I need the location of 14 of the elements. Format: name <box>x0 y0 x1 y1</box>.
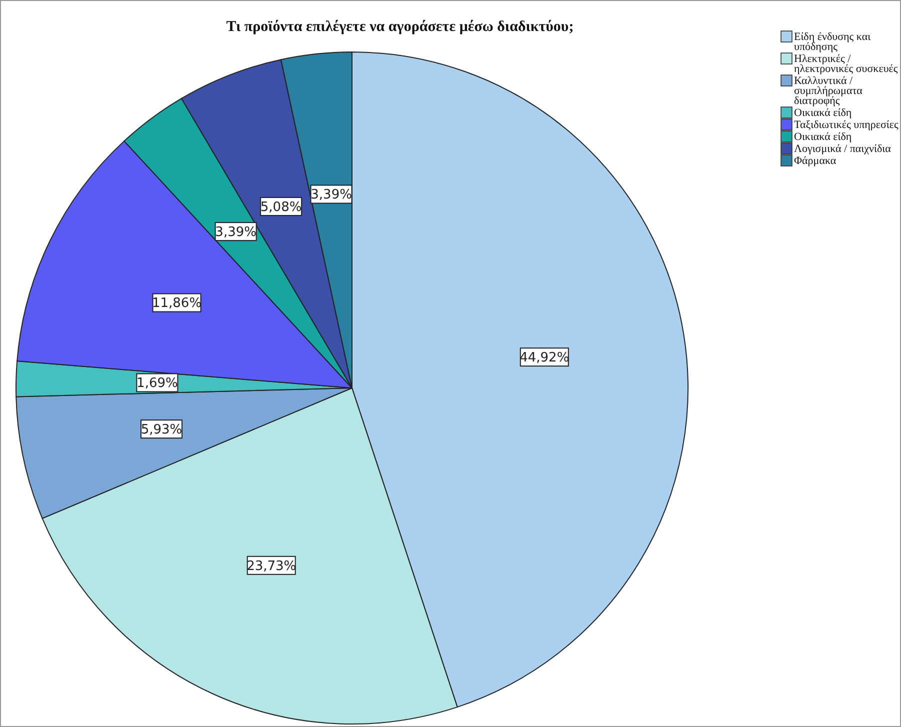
legend-label: Είδη ένδυσης και υπόδησης <box>794 31 871 53</box>
legend-label: Φάρμακα <box>794 155 836 167</box>
legend-label: Οικιακά είδη <box>794 107 852 119</box>
legend-label: Ταξιδιωτικές υπηρεσίες <box>794 119 899 131</box>
chart-title: Τι προϊόντα επιλέγετε να αγοράσετε μέσω διαδικτύου; <box>226 19 574 35</box>
data-label: 5,08% <box>260 200 302 215</box>
data-label: 3,39% <box>310 188 352 203</box>
legend-label: Οικιακά είδη <box>794 131 852 143</box>
legend-label: Ηλεκτρικές / ηλεκτρονικές συσκευές <box>794 53 898 75</box>
data-label: 5,93% <box>140 422 182 438</box>
data-label: 3,39% <box>215 225 256 240</box>
legend-label: Λογισμικά / παιχνίδια <box>794 143 892 155</box>
data-label: 11,86% <box>152 296 202 312</box>
legend-label: Καλλυντικά / συμπλήρωματα διατροφής <box>794 75 863 107</box>
